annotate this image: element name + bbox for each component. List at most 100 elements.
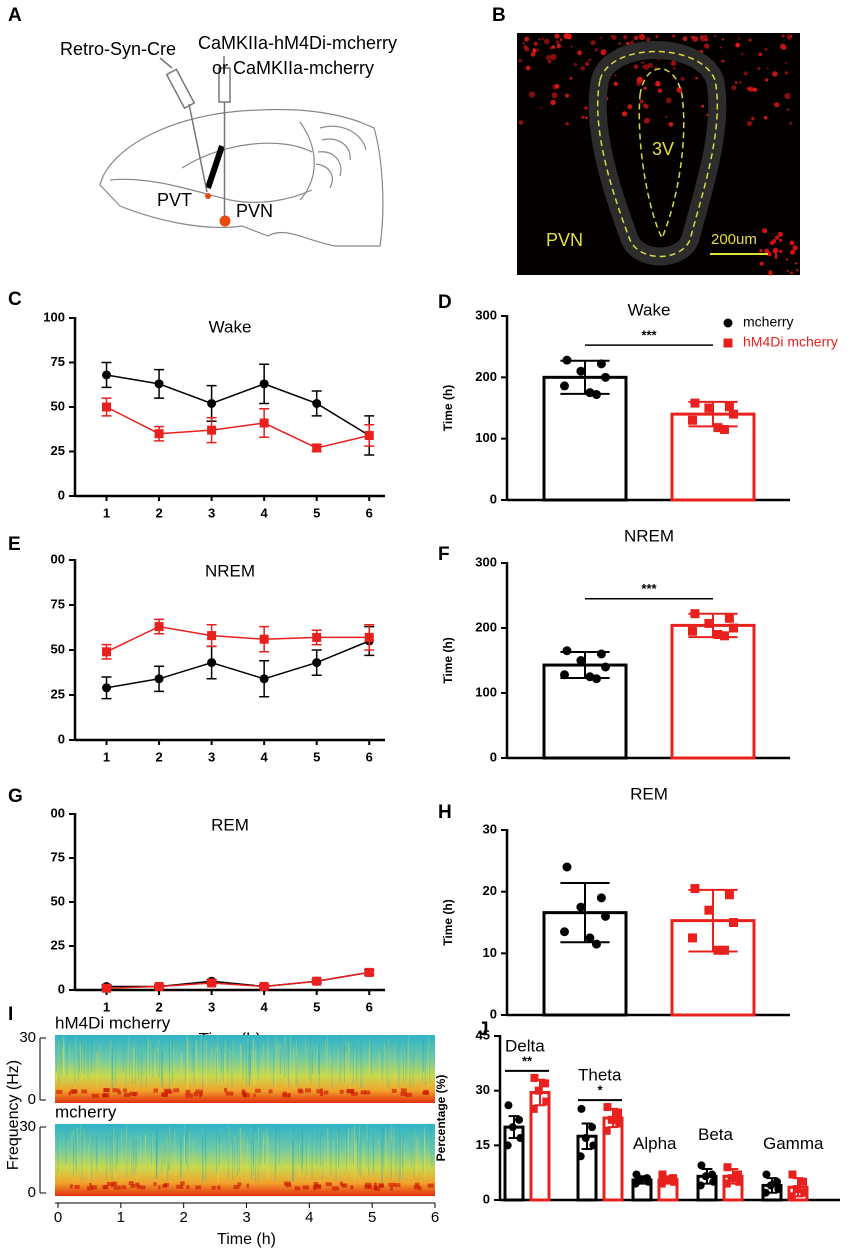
fluorescence-dot xyxy=(763,116,768,120)
data-point xyxy=(312,976,322,986)
fluorescence-dot xyxy=(704,34,707,38)
fluorescence-dot xyxy=(564,93,570,98)
label: PVN xyxy=(546,230,583,250)
fluorescence-dot xyxy=(518,120,524,125)
x-tick-label: 1 xyxy=(103,505,110,520)
y-tick-label: 0 xyxy=(58,981,65,996)
spectrogram-texture xyxy=(423,1089,429,1094)
data-point xyxy=(588,1123,597,1132)
fluorescence-dot xyxy=(768,271,773,276)
x-tick-label: 6 xyxy=(366,505,373,520)
label: or CaMKIIa-mcherry xyxy=(212,58,374,78)
y-tick-label: 30 xyxy=(19,1029,36,1046)
fluorescence-dot xyxy=(772,247,779,254)
fluorescence-dot xyxy=(774,255,778,259)
fluorescence-dot xyxy=(719,46,722,49)
y-tick-label: 00 xyxy=(51,551,65,566)
fluorescence-dot xyxy=(743,71,748,76)
y-tick-label: 75 xyxy=(51,596,65,611)
fluorescence-dot xyxy=(528,91,536,98)
data-point xyxy=(724,402,734,412)
outline-3v xyxy=(638,68,685,240)
spectrogram-texture xyxy=(81,1089,88,1094)
y-tick-label: 15 xyxy=(476,1137,490,1152)
spectrogram-texture xyxy=(140,1185,146,1190)
y-tick-label: 300 xyxy=(475,307,497,322)
y-tick-label: 0 xyxy=(58,487,65,502)
data-point xyxy=(530,1073,539,1082)
spectrogram-texture xyxy=(89,1182,92,1187)
data-point xyxy=(601,372,610,382)
syringe-plunger xyxy=(159,57,173,69)
data-point xyxy=(719,945,729,955)
series-line xyxy=(106,406,370,449)
series-line xyxy=(106,640,370,689)
fluorescence-dot xyxy=(551,45,556,49)
y-tick-label: 75 xyxy=(51,849,65,864)
spectrogram-texture xyxy=(316,1089,322,1094)
fluorescence-dot xyxy=(785,258,789,261)
data-point xyxy=(792,1185,801,1194)
pvt-region xyxy=(205,145,225,189)
x-tick-label: 6 xyxy=(366,999,373,1014)
data-point xyxy=(504,1101,513,1110)
spectrogram-texture xyxy=(367,1185,373,1190)
spectrogram-texture xyxy=(102,1185,109,1190)
y-tick-label: 300 xyxy=(475,554,497,569)
fluorescence-dot xyxy=(590,40,596,46)
label: PVT xyxy=(157,190,192,210)
fluorescence-dot xyxy=(540,106,543,109)
fluorescence-dot xyxy=(636,80,642,87)
spectrogram-texture xyxy=(130,1183,136,1188)
spectrogram-texture xyxy=(180,1181,185,1186)
fluorescence-dot xyxy=(784,71,788,75)
x-tick-label: 6 xyxy=(366,749,373,764)
fluorescence-dot xyxy=(657,88,663,93)
y-tick-label: 50 xyxy=(51,893,65,908)
fluorescence-dot xyxy=(642,103,647,108)
legend-label: hM4Di mcherry xyxy=(743,334,838,350)
fluorescence-dot xyxy=(739,81,742,84)
label: 3V xyxy=(652,139,674,159)
data-point xyxy=(697,1161,706,1170)
fluorescence-dot xyxy=(771,239,777,244)
data-point xyxy=(515,1115,524,1124)
spectrogram-texture xyxy=(117,1090,122,1095)
error-bar xyxy=(560,651,610,680)
significance-label: *** xyxy=(641,328,657,343)
data-point xyxy=(207,398,217,408)
data-point xyxy=(102,983,112,993)
data-point xyxy=(708,1170,717,1179)
fluorescence-dot xyxy=(559,38,563,42)
x-tick-label: 4 xyxy=(261,749,269,764)
panel-letter: B xyxy=(492,5,506,26)
spectrogram-texture xyxy=(153,1088,158,1093)
data-point xyxy=(614,1108,623,1117)
fluorescence-dot xyxy=(600,37,603,40)
fluorescence-dot xyxy=(692,35,699,42)
data-point xyxy=(719,631,729,641)
data-point xyxy=(102,402,112,412)
spectrogram-texture xyxy=(128,1181,134,1186)
category-label: Theta xyxy=(578,1066,622,1085)
x-tick-label: 2 xyxy=(155,505,162,520)
data-point xyxy=(788,1170,797,1179)
fluorescence-dot xyxy=(682,36,688,42)
data-point xyxy=(729,623,738,633)
spectrogram-texture xyxy=(225,1091,234,1096)
fluorescence-dot xyxy=(570,45,573,48)
significance-label: * xyxy=(597,1083,603,1098)
fluorescence-dot xyxy=(565,121,570,126)
fluorescence-dot xyxy=(600,49,607,56)
fluorescence-dot xyxy=(584,106,589,111)
fluorescence-dot xyxy=(759,249,763,253)
data-point xyxy=(657,1179,666,1188)
y-tick-label: 30 xyxy=(483,821,497,836)
data-point xyxy=(602,1126,611,1135)
spectrogram-texture xyxy=(302,1185,310,1190)
data-point xyxy=(729,409,738,419)
error-bar xyxy=(701,1168,713,1185)
spectrogram-texture xyxy=(113,1181,118,1186)
x-tick-label: 2 xyxy=(155,749,162,764)
